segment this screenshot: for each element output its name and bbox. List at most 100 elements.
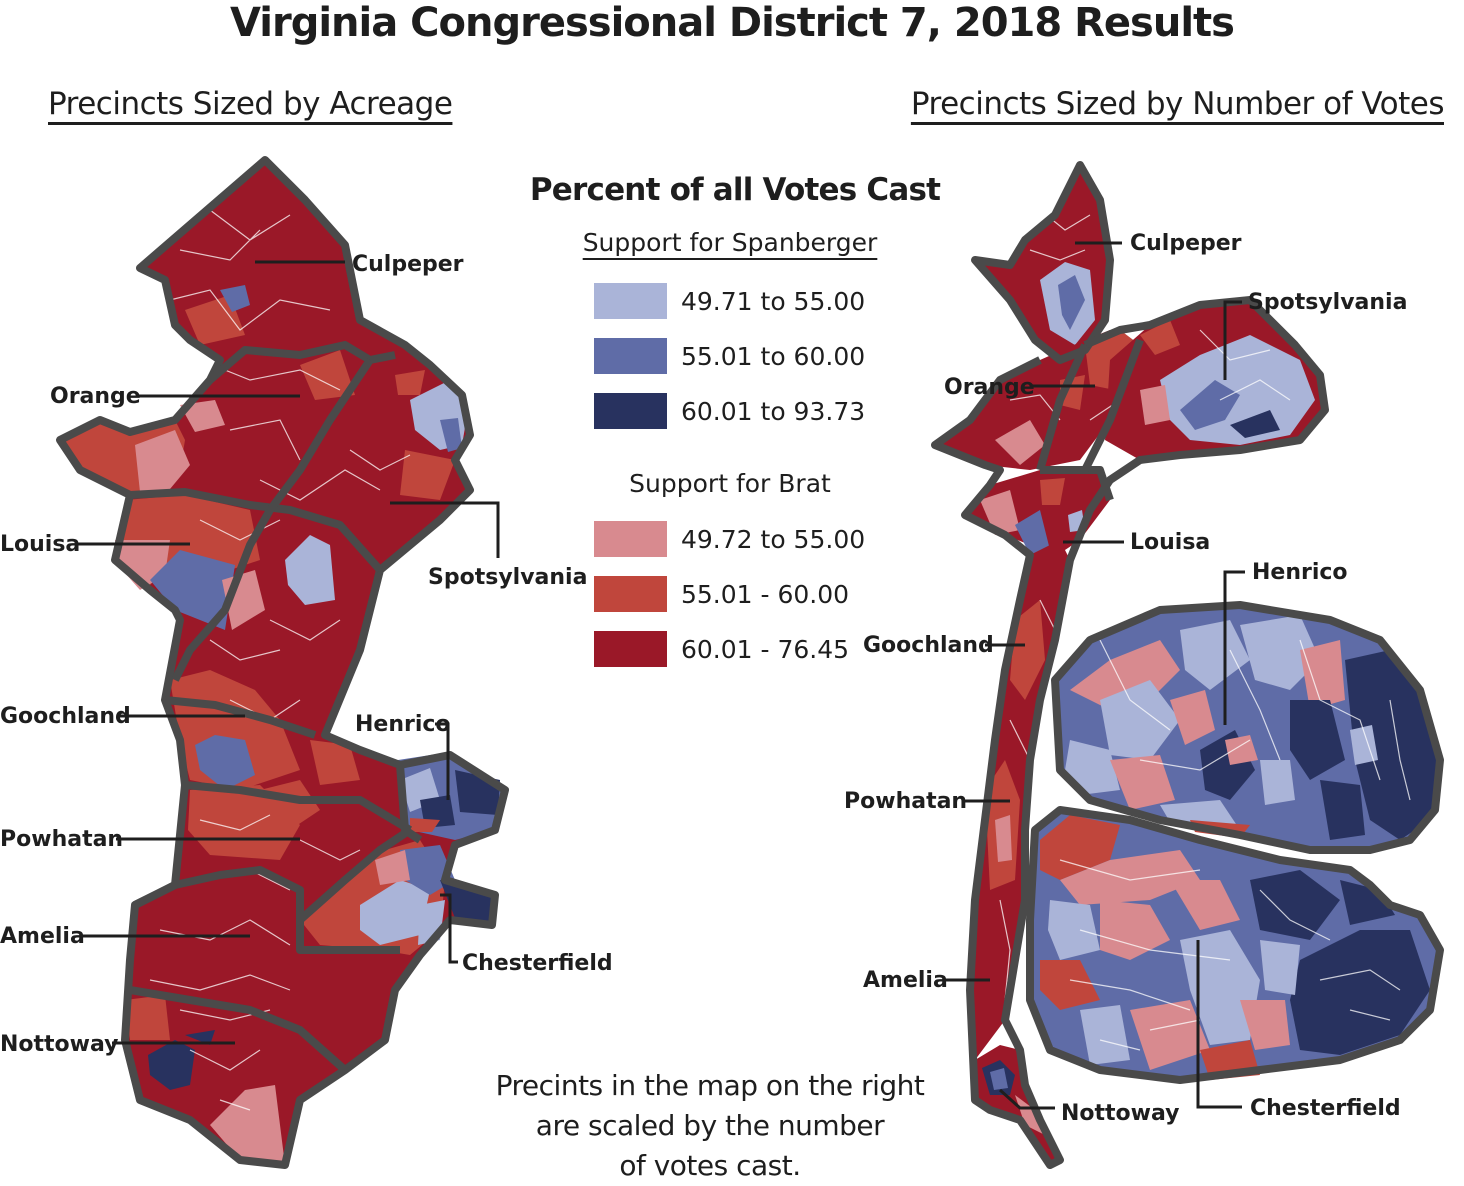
left-precinct — [395, 370, 425, 395]
legend-label: 49.72 to 55.00 — [681, 524, 866, 554]
leader-line — [1223, 570, 1245, 725]
right-precinct — [980, 490, 1020, 535]
label-powhatan: Powhatan — [0, 827, 123, 852]
leader-line — [440, 893, 458, 964]
legend-item-spanberger-2: 55.01 to 60.00 — [594, 338, 865, 374]
right-precinct — [1170, 880, 1240, 930]
left-county-border — [133, 866, 304, 920]
legend-label: 60.01 to 93.73 — [681, 396, 866, 426]
right-county-border — [1036, 343, 1089, 472]
legend-spanberger-title: Support for Spanberger — [582, 228, 878, 257]
note-line: Precints in the map on the right — [495, 1069, 925, 1102]
right-precinct — [1130, 1000, 1210, 1070]
leader-line — [1196, 940, 1242, 1109]
right-precinct — [1240, 615, 1320, 690]
leader-line — [998, 1088, 1055, 1110]
right-county-labels: Culpeper Spotsylvania Orange Louisa Henr… — [844, 231, 1407, 1126]
leader-line — [390, 501, 500, 558]
left-county-border — [184, 781, 413, 834]
right-precinct-lines — [999, 209, 1411, 1051]
note-line: are scaled by the number — [535, 1109, 885, 1142]
label-louisa: Louisa — [1130, 530, 1210, 555]
label-nottoway: Nottoway — [0, 1032, 119, 1057]
right-precinct — [995, 815, 1012, 862]
left-county-border — [171, 357, 374, 682]
right-county-border — [1040, 466, 1114, 502]
left-county-border — [129, 986, 348, 1073]
left-precinct — [375, 850, 410, 885]
legend-brat-title: Support for Brat — [629, 469, 831, 498]
legend-item-brat-1: 49.72 to 55.00 — [594, 521, 865, 557]
right-precinct — [1015, 510, 1050, 555]
right-precinct — [1350, 725, 1378, 765]
right-map-subtitle: Precincts Sized by Number of Votes — [910, 86, 1445, 122]
left-county-labels: Culpeper Orange Louisa Spotsylvania Gooc… — [0, 252, 613, 1057]
right-precinct — [1060, 850, 1200, 905]
legend-title: Percent of all Votes Cast — [529, 172, 941, 208]
label-powhatan: Powhatan — [844, 789, 967, 814]
right-precinct — [1225, 735, 1258, 765]
left-precinct — [310, 740, 360, 785]
left-precinct — [440, 418, 462, 452]
right-precinct — [1180, 930, 1260, 1045]
right-map — [931, 161, 1444, 1169]
right-stem-outline — [931, 296, 1329, 1169]
right-precinct — [1080, 1005, 1130, 1065]
legend-swatch — [594, 521, 667, 557]
right-precinct — [1260, 940, 1300, 995]
left-map — [56, 156, 509, 1169]
left-precinct — [285, 535, 335, 605]
legend-label: 55.01 - 60.00 — [681, 579, 850, 609]
label-chesterfield: Chesterfield — [462, 951, 613, 976]
label-spotsylvania: Spotsylvania — [428, 565, 587, 590]
label-goochland: Goochland — [863, 633, 994, 658]
left-district-outline — [56, 156, 509, 1169]
note-line: of votes cast. — [619, 1149, 801, 1182]
legend-swatch — [594, 393, 667, 429]
left-precinct — [195, 735, 255, 790]
label-henrico: Henrico — [355, 712, 451, 737]
right-precinct — [1290, 930, 1430, 1055]
leader-line — [1223, 300, 1242, 380]
right-precinct — [995, 420, 1045, 465]
label-henrico: Henrico — [1252, 560, 1348, 585]
right-chesterfield-outline — [1026, 806, 1444, 1084]
right-precinct — [1100, 680, 1180, 760]
right-precinct — [1320, 780, 1365, 840]
right-county-border — [1081, 338, 1144, 472]
label-orange: Orange — [944, 375, 1035, 400]
left-precinct — [135, 430, 190, 495]
right-precinct — [1048, 900, 1100, 960]
label-amelia: Amelia — [863, 968, 948, 993]
left-county-border — [164, 696, 317, 739]
left-precinct — [400, 450, 455, 500]
right-precinct — [1250, 870, 1340, 940]
legend-item-spanberger-3: 60.01 to 93.73 — [594, 393, 865, 429]
right-precinct — [990, 1068, 1008, 1090]
left-county-border — [396, 764, 423, 844]
legend-label: 60.01 - 76.45 — [681, 634, 850, 664]
left-precinct-lines — [149, 209, 411, 1111]
right-precinct — [1100, 900, 1170, 960]
legend-item-brat-3: 60.01 - 76.45 — [594, 631, 849, 667]
label-nottoway: Nottoway — [1061, 1101, 1180, 1126]
label-spotsylvania: Spotsylvania — [1248, 290, 1407, 315]
left-precinct — [148, 1040, 195, 1090]
right-precinct — [1290, 700, 1345, 780]
scaling-note: Precints in the map on the right are sca… — [440, 1066, 980, 1186]
legend-label: 49.71 to 55.00 — [681, 286, 866, 316]
right-precinct — [1140, 320, 1180, 355]
legend-swatch — [594, 576, 667, 612]
left-precinct — [210, 1085, 285, 1165]
label-louisa: Louisa — [0, 532, 80, 557]
left-precinct — [300, 350, 355, 400]
legend-item-brat-2: 55.01 - 60.00 — [594, 576, 849, 612]
right-precinct — [1065, 740, 1120, 795]
page-title: Virginia Congressional District 7, 2018 … — [230, 0, 1235, 46]
legend-label: 55.01 to 60.00 — [681, 341, 866, 371]
right-culpeper-outline — [971, 161, 1114, 364]
right-precinct — [1300, 640, 1345, 710]
right-precinct — [1058, 275, 1085, 330]
left-precinct — [125, 995, 170, 1040]
